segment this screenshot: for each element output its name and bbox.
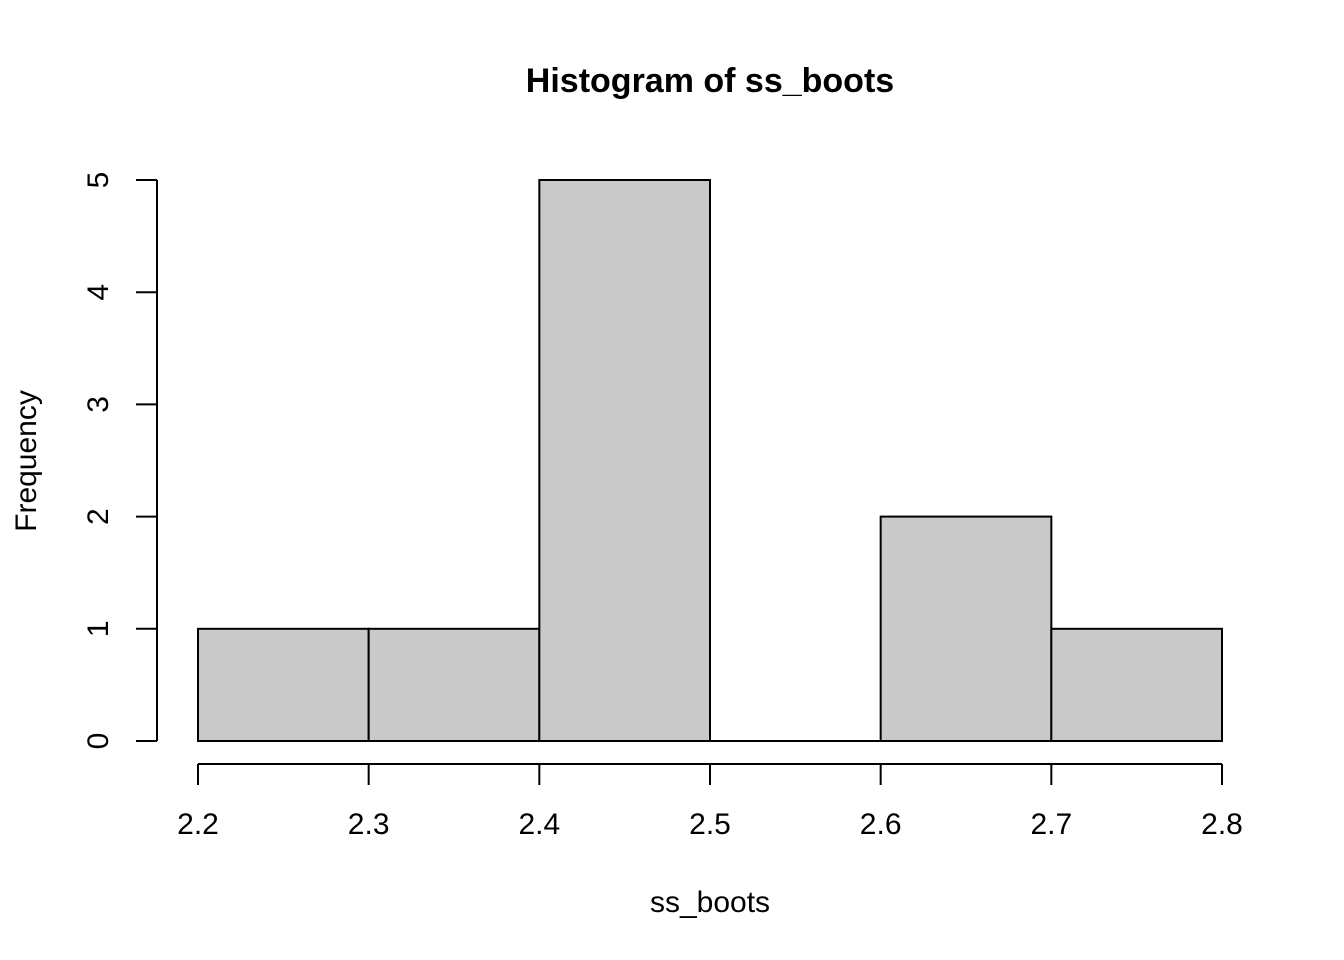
histogram-bar-4: [879, 515, 1053, 742]
x-tick-label-6: 2.8: [1201, 808, 1243, 841]
y-axis-label: Frequency: [10, 390, 43, 532]
x-tick-label-3: 2.5: [689, 808, 731, 841]
y-tick-label-2: 2: [82, 508, 115, 525]
y-axis: 0 1 2 3 4 5: [82, 172, 158, 750]
y-tick-label-4: 4: [82, 284, 115, 301]
histogram-bar-0: [197, 627, 370, 742]
bars-group: [197, 179, 1224, 742]
y-tick-label-1: 1: [82, 620, 115, 637]
histogram-bar-1: [367, 627, 541, 742]
y-tick-label-5: 5: [82, 172, 115, 189]
x-tick-label-5: 2.7: [1030, 808, 1072, 841]
x-tick-label-4: 2.6: [860, 808, 902, 841]
x-axis: 2.2 2.3 2.4 2.5 2.6 2.7 2.8: [177, 763, 1243, 841]
y-tick-label-0: 0: [82, 733, 115, 750]
x-tick-label-0: 2.2: [177, 808, 219, 841]
chart-title: Histogram of ss_boots: [526, 62, 894, 100]
histogram-bar-2: [538, 179, 711, 742]
x-tick-label-2: 2.4: [518, 808, 560, 841]
histogram-bar-5: [1050, 627, 1224, 742]
y-tick-label-3: 3: [82, 396, 115, 413]
x-axis-label: ss_boots: [650, 886, 770, 919]
x-tick-label-1: 2.3: [348, 808, 390, 841]
